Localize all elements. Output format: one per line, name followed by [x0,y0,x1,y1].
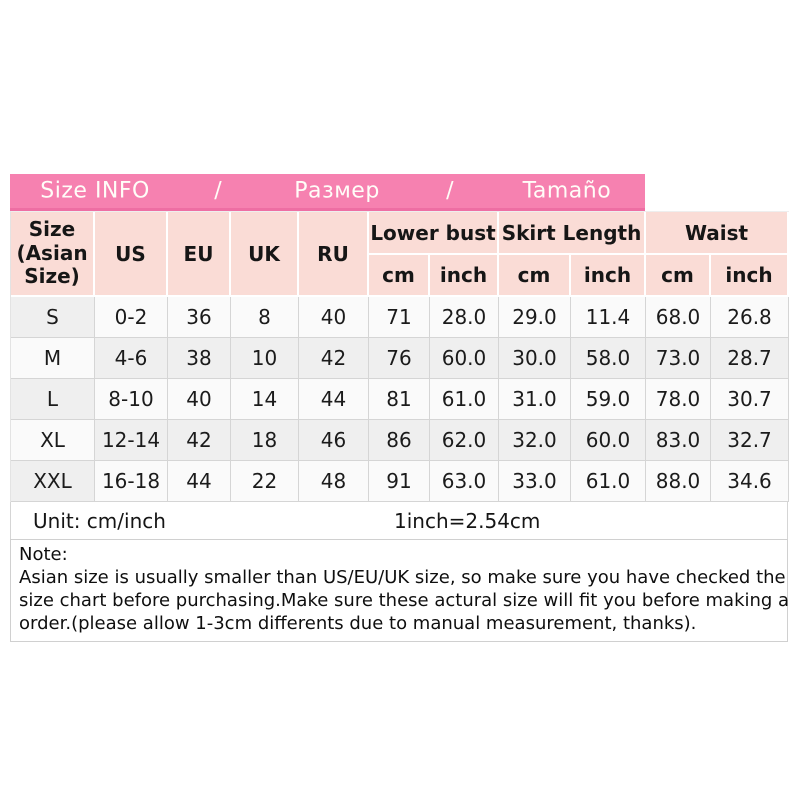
data-cell: 46 [299,420,369,461]
data-cell: 10 [231,338,299,379]
table-row: XXL 16-18 44 22 48 91 63.0 33.0 61.0 88.0 34.6 [11,461,790,502]
data-cell: 8-10 [95,379,168,420]
data-cell: 28.7 [711,338,790,379]
column-header-eu: EU [168,212,231,297]
data-cell: 83.0 [646,420,712,461]
table-row: M 4-6 38 10 42 76 60.0 30.0 58.0 73.0 28.7 [11,338,790,379]
table-row: S 0-2 36 8 40 71 28.0 29.0 11.4 68.0 26.8 [11,297,790,338]
data-cell: 33.0 [499,461,571,502]
data-cell: 12-14 [95,420,168,461]
data-cell: 61.0 [430,379,499,420]
title-separator-slash: / [214,178,223,204]
subheader-skirt-length-cm: cm [499,255,571,297]
data-cell: 4-6 [95,338,168,379]
data-cell: 26.8 [711,297,790,338]
data-cell: 73.0 [646,338,712,379]
data-cell: 8 [231,297,299,338]
data-cell: 78.0 [646,379,712,420]
subheader-row: cm inch cm inch cm inch [11,255,790,297]
data-cell: 30.7 [711,379,790,420]
data-cell: 30.0 [499,338,571,379]
group-header-row: Size (Asian Size) US EU UK RU Lower bust… [11,212,790,297]
size-cell: L [11,379,95,420]
data-cell: 34.6 [711,461,790,502]
size-table-body: S 0-2 36 8 40 71 28.0 29.0 11.4 68.0 26.8 M 4-6 38 10 4… [11,297,790,502]
data-cell: 88.0 [646,461,712,502]
title-razmer: Размер [294,178,380,204]
data-cell: 22 [231,461,299,502]
size-cell: XXL [11,461,95,502]
unit-label: Unit: cm/inch [33,508,166,533]
data-cell: 32.0 [499,420,571,461]
note-box: Note: Asian size is usually smaller than… [10,539,790,642]
data-cell: 71 [369,297,430,338]
data-cell: 62.0 [430,420,499,461]
subheader-skirt-length-inch: inch [571,255,647,297]
data-cell: 61.0 [571,461,647,502]
size-cell: S [11,297,95,338]
data-cell: 59.0 [571,379,647,420]
title-separator-slash: / [446,178,455,204]
inch-conversion-label: 1inch=2.54cm [394,508,541,533]
subheader-lower-bust-inch: inch [430,255,499,297]
subheader-waist-inch: inch [711,255,790,297]
column-header-ru: RU [299,212,369,297]
data-cell: 32.7 [711,420,790,461]
data-cell: 81 [369,379,430,420]
data-cell: 68.0 [646,297,712,338]
data-cell: 31.0 [499,379,571,420]
data-cell: 38 [168,338,231,379]
data-cell: 11.4 [571,297,647,338]
note-label: Note: [19,544,68,565]
size-cell: XL [11,420,95,461]
data-cell: 42 [168,420,231,461]
data-cell: 40 [168,379,231,420]
data-cell: 91 [369,461,430,502]
size-table: Size (Asian Size) US EU UK RU Lower bust… [10,211,790,502]
note-line: order.(please allow 1-3cm differents due… [19,613,697,634]
title-tamano: Tamaño [522,178,612,204]
group-header-skirt-length: Skirt Length [499,212,647,255]
size-chart-title-bar: Size INFO / Размер / Tamaño [10,174,645,211]
group-header-waist: Waist [646,212,790,255]
data-cell: 36 [168,297,231,338]
note-line: Asian size is usually smaller than US/EU… [19,567,786,588]
title-size-info: Size INFO [40,178,150,204]
size-chart-sheet: Size INFO / Размер / Tamaño Size (Asian … [10,174,790,642]
data-cell: 60.0 [430,338,499,379]
data-cell: 16-18 [95,461,168,502]
column-header-uk: UK [231,212,299,297]
table-row: L 8-10 40 14 44 81 61.0 31.0 59.0 78.0 30.7 [11,379,790,420]
group-header-lower-bust: Lower bust [369,212,499,255]
data-cell: 58.0 [571,338,647,379]
data-cell: 40 [299,297,369,338]
data-cell: 44 [168,461,231,502]
note-line: size chart before purchasing.Make sure t… [19,590,790,611]
subheader-lower-bust-cm: cm [369,255,430,297]
data-cell: 18 [231,420,299,461]
data-cell: 60.0 [571,420,647,461]
data-cell: 44 [299,379,369,420]
corner-header-size-asian: Size (Asian Size) [11,212,95,297]
size-cell: M [11,338,95,379]
data-cell: 29.0 [499,297,571,338]
table-row: XL 12-14 42 18 46 86 62.0 32.0 60.0 83.0 32.7 [11,420,790,461]
data-cell: 28.0 [430,297,499,338]
data-cell: 48 [299,461,369,502]
data-cell: 86 [369,420,430,461]
data-cell: 76 [369,338,430,379]
unit-row: Unit: cm/inch 1inch=2.54cm [10,502,788,539]
data-cell: 63.0 [430,461,499,502]
column-header-us: US [95,212,168,297]
subheader-waist-cm: cm [646,255,712,297]
data-cell: 42 [299,338,369,379]
data-cell: 14 [231,379,299,420]
data-cell: 0-2 [95,297,168,338]
